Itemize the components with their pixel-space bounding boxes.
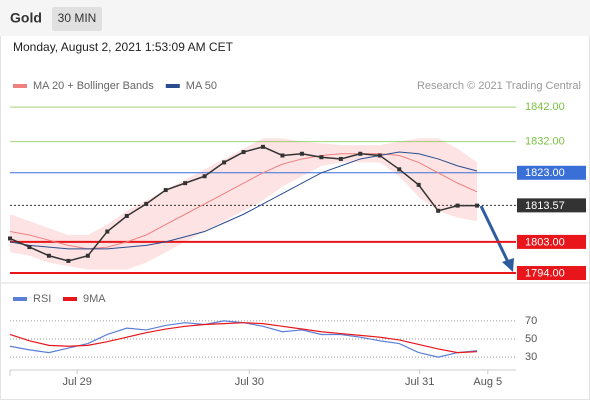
level-label: 1842.00 xyxy=(525,101,565,113)
level-label: 1813.57 xyxy=(525,200,565,212)
candle xyxy=(397,167,402,172)
candle xyxy=(66,258,71,263)
candle xyxy=(338,156,343,161)
interval-button[interactable] xyxy=(52,7,102,31)
candle xyxy=(358,151,363,156)
candle xyxy=(144,201,149,206)
y-tick-label: 30 xyxy=(525,351,537,363)
forecast-arrow xyxy=(479,205,510,263)
candle xyxy=(183,181,188,186)
legend-swatch xyxy=(63,297,77,301)
arrow-head xyxy=(502,258,514,272)
legend-label: MA 50 xyxy=(186,80,217,92)
candle xyxy=(299,151,304,156)
candle xyxy=(377,153,382,158)
candle xyxy=(455,203,460,208)
y-tick-label: 50 xyxy=(525,333,537,345)
y-tick-label: 70 xyxy=(525,315,537,327)
candle xyxy=(124,213,129,218)
date: Monday, August 2, 2021 1:53:09 AM CET xyxy=(13,40,234,54)
level-label: 1832.00 xyxy=(525,136,565,148)
candle xyxy=(280,153,285,158)
legend-label: MA 20 + Bollinger Bands xyxy=(33,80,154,92)
candle xyxy=(202,174,207,179)
candle xyxy=(436,208,441,213)
candle xyxy=(319,155,324,160)
legend-swatch xyxy=(13,297,27,301)
level-label: 1794.00 xyxy=(525,267,565,279)
legend-label: RSI xyxy=(33,293,51,305)
candle xyxy=(105,229,110,234)
candle xyxy=(85,253,90,258)
legend-swatch xyxy=(13,84,27,88)
level-box xyxy=(517,198,586,213)
legend-label: 9MA xyxy=(83,293,106,305)
level-label: 1823.00 xyxy=(525,167,565,179)
x-tick-label: Aug 5 xyxy=(473,376,502,388)
candle xyxy=(416,182,421,187)
x-tick-label: Jul 30 xyxy=(235,376,264,388)
bollinger-band xyxy=(10,138,478,270)
legend-swatch xyxy=(165,84,180,88)
candle xyxy=(222,160,227,165)
credit: Research © 2021 Trading Central xyxy=(417,80,581,92)
candle xyxy=(46,253,51,258)
rsi-line xyxy=(9,322,478,354)
level-box xyxy=(517,234,586,249)
level-label: 1803.00 xyxy=(525,236,565,248)
candle xyxy=(8,236,12,241)
candle xyxy=(475,203,480,208)
candle xyxy=(163,188,168,193)
x-tick-label: Jul 31 xyxy=(405,376,434,388)
ma-line xyxy=(9,151,478,250)
candle xyxy=(261,144,265,149)
instrument: Gold xyxy=(10,10,42,26)
x-tick-label: Jul 29 xyxy=(62,376,91,388)
candle xyxy=(27,245,32,250)
level-box xyxy=(517,266,586,281)
candle xyxy=(241,150,246,155)
level-box xyxy=(517,165,586,180)
interval[interactable]: 30 MIN xyxy=(58,11,97,25)
